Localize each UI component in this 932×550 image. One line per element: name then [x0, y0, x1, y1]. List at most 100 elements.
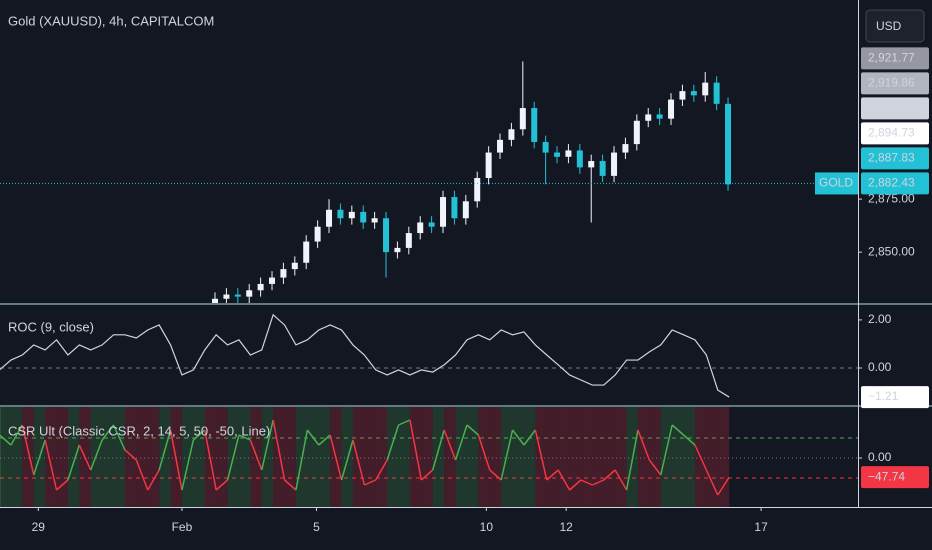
price-label: 2,882.43: [868, 176, 915, 190]
state-band: [717, 407, 730, 507]
currency-button[interactable]: USD: [865, 9, 925, 43]
csr-line-segment: [135, 459, 149, 491]
roc-line: [0, 313, 730, 398]
value-label: −47.74: [868, 469, 905, 483]
state-band: [0, 407, 1, 507]
candle-body: [645, 114, 652, 121]
candle-body: [622, 144, 629, 153]
state-band: [546, 407, 559, 507]
symbol-tag-box: [815, 172, 858, 195]
candle-body: [428, 222, 435, 227]
csr-line-segment: [44, 439, 58, 491]
candle-body: [542, 141, 549, 153]
candle-body: [405, 233, 412, 248]
csr-line-segment: [477, 434, 491, 471]
candle-body: [257, 283, 264, 291]
csr-line-segment: [660, 424, 673, 476]
candle-body: [725, 103, 732, 185]
y-tick-label: 0.00: [868, 360, 892, 374]
currency-button-label[interactable]: USD: [876, 19, 902, 33]
csr-line-segment: [249, 439, 263, 471]
csr-line-segment: [717, 476, 730, 496]
state-band: [22, 407, 34, 507]
candle-body: [668, 99, 675, 119]
indicator-title: ROC (9, close): [8, 319, 94, 334]
price-label: 2,887.83: [868, 151, 915, 165]
candle-body: [394, 247, 401, 253]
csr-line-segment: [592, 479, 605, 486]
indicator-title: CSR Ult (Classic CSR, 2, 14, 5, 50, -50,…: [8, 423, 270, 438]
price-label-box: [861, 47, 929, 70]
candle-body: [417, 222, 424, 234]
state-band: [113, 407, 125, 507]
currency-button-box[interactable]: [865, 9, 925, 43]
csr-line-segment: [603, 469, 616, 481]
csr-line-segment: [33, 439, 46, 476]
csr-line-segment: [272, 419, 286, 481]
value-label: −1.21: [868, 389, 899, 403]
csr-line-segment: [386, 424, 400, 461]
candle-body: [565, 150, 572, 157]
state-band: [147, 407, 160, 507]
csr-line-segment: [192, 429, 206, 441]
candle-body: [440, 197, 447, 227]
candle-body: [348, 211, 355, 219]
csr-line-segment: [295, 429, 309, 491]
symbol-tag: GOLD: [819, 176, 853, 190]
state-band: [307, 407, 319, 507]
state-band: [421, 407, 433, 507]
csr-line-segment: [78, 444, 92, 471]
state-band: [364, 407, 376, 507]
csr-line-segment: [181, 439, 195, 491]
candle-body: [269, 277, 276, 284]
candle-body: [633, 120, 640, 145]
state-band: [489, 407, 502, 507]
state-band: [136, 407, 148, 507]
price-label: 2,894.73: [868, 126, 915, 140]
csr-line-segment: [500, 429, 514, 481]
csr-line-segment: [648, 459, 662, 476]
state-band: [375, 407, 388, 507]
csr-line-segment: [90, 439, 103, 471]
csr-line-segment: [0, 434, 12, 446]
csr-line-segment: [21, 424, 35, 476]
candle-body: [679, 91, 686, 100]
state-band: [10, 407, 23, 507]
candle-body: [497, 139, 504, 153]
candle-body: [485, 152, 492, 178]
price-label-box: [861, 97, 929, 120]
state-band: [649, 407, 661, 507]
price-label-box: [861, 147, 929, 170]
value-label-box: [861, 466, 929, 489]
price-label-box: [861, 172, 929, 195]
csr-line-segment: [420, 469, 434, 481]
csr-line-segment: [101, 424, 115, 441]
state-band: [318, 407, 331, 507]
csr-line-segment: [569, 479, 582, 491]
value-label-box: [861, 386, 929, 409]
state-band: [637, 407, 650, 507]
csr-line-segment: [238, 434, 251, 441]
x-tick-label: 10: [480, 520, 494, 534]
candle-body: [508, 129, 515, 140]
state-band: [523, 407, 536, 507]
state-band: [45, 407, 57, 507]
csr-line-segment: [614, 469, 628, 491]
csr-line-segment: [318, 434, 331, 446]
csr-line-segment: [10, 424, 23, 446]
state-band: [592, 407, 604, 507]
state-band: [432, 407, 445, 507]
y-tick-label: 2,875.00: [868, 191, 915, 205]
state-band: [683, 407, 695, 507]
state-band: [672, 407, 684, 507]
csr-line-segment: [637, 429, 651, 461]
candle-body: [337, 209, 344, 219]
csr-line-segment: [534, 429, 548, 481]
state-band: [124, 407, 137, 507]
csr-line-segment: [261, 419, 274, 471]
csr-line-segment: [340, 439, 354, 481]
candle-body: [690, 91, 697, 96]
csr-line-segment: [375, 459, 388, 481]
candle-body: [519, 108, 526, 130]
